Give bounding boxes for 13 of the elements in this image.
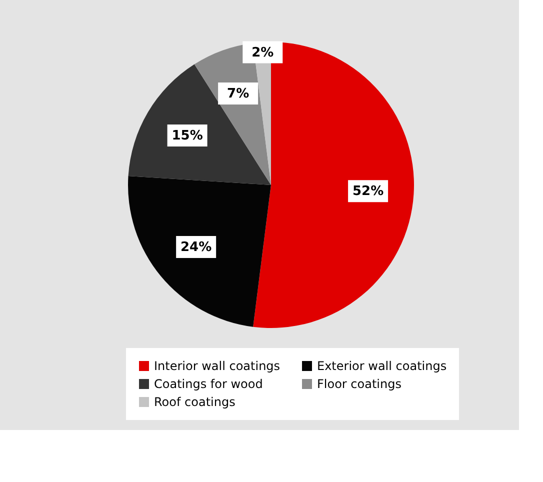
data-label: 7% (227, 86, 250, 102)
pie-slice (128, 64, 271, 185)
legend-label: Floor coatings (317, 377, 402, 391)
pie-slice (128, 176, 271, 327)
data-label: 24% (180, 240, 212, 255)
legend-label: Exterior wall coatings (317, 359, 447, 373)
data-label: 2% (252, 45, 274, 60)
pie-slice (253, 42, 414, 328)
data-label: 15% (172, 128, 203, 144)
legend-label: Coatings for wood (154, 377, 263, 391)
legend-label: Roof coatings (154, 395, 236, 409)
legend-label: Interior wall coatings (154, 359, 280, 373)
data-label: 52% (352, 184, 384, 200)
